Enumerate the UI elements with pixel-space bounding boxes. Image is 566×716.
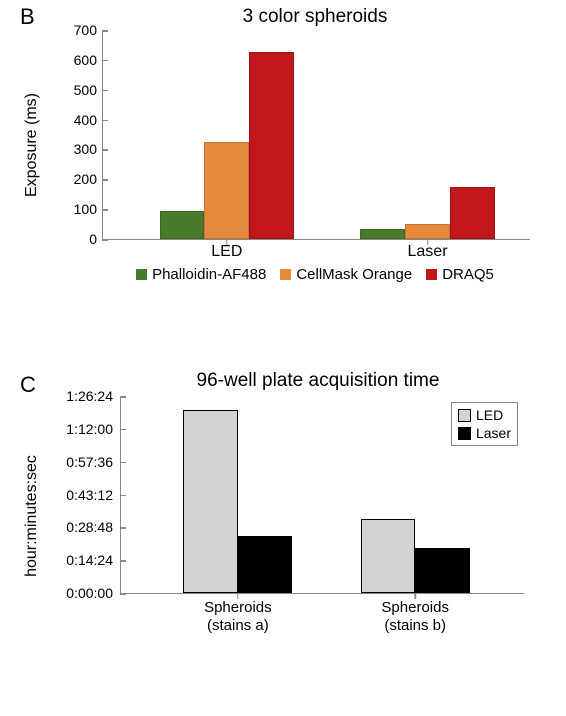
chart-c-legend-item: LED [458,406,511,424]
chart-b-ytick: 100 [61,201,97,217]
legend-label: Phalloidin-AF488 [152,266,266,283]
chart-c-bar [415,548,469,593]
chart-c-ylabel: hour:minutes:sec [23,455,41,577]
legend-swatch [458,409,471,422]
legend-swatch [426,269,437,280]
chart-c-ytick: 1:12:00 [49,421,113,437]
chart-c-plot: hour:minutes:sec LEDLaser 0:00:000:14:24… [48,396,538,636]
chart-b-bar [360,229,405,239]
chart-c-ytick: 0:14:24 [49,552,113,568]
chart-c-ytick: 1:26:24 [49,388,113,404]
chart-c-ytick: 0:57:36 [49,454,113,470]
chart-b-legend-item: DRAQ5 [426,266,494,283]
chart-b-ytick: 400 [61,112,97,128]
chart-b-category-label: Laser [408,243,448,261]
chart-b-bars [103,30,530,239]
legend-label: DRAQ5 [442,266,494,283]
chart-b-bar [450,187,495,239]
chart-c-ytick: 0:00:00 [49,585,113,601]
page: { "chart_b": { "panel_label": "B", "titl… [0,0,566,716]
chart-b-legend-item: Phalloidin-AF488 [136,266,266,283]
chart-c-axis: LEDLaser 0:00:000:14:240:28:480:43:120:5… [120,396,524,594]
chart-c-legend-item: Laser [458,424,511,442]
chart-c-bar [183,410,237,593]
chart-b-bar [249,52,294,239]
panel-c-label: C [20,372,36,398]
chart-b-ytick: 300 [61,141,97,157]
chart-b-title: 3 color spheroids [90,6,540,28]
chart-b-legend: Phalloidin-AF488 CellMask Orange DRAQ5 [90,266,540,283]
chart-b-ytick: 500 [61,82,97,98]
chart-b-legend-item: CellMask Orange [280,266,412,283]
chart-c-ytick: 0:28:48 [49,519,113,535]
chart-b-bar [160,211,205,239]
chart-c-title: 96-well plate acquisition time [98,370,538,392]
chart-b-category-label: LED [211,243,242,261]
legend-swatch [280,269,291,280]
legend-swatch [458,427,471,440]
chart-b-ytick: 200 [61,171,97,187]
chart-c-category-label: Spheroids (stains b) [381,599,449,635]
legend-label: Laser [476,425,511,441]
panel-b-label: B [20,4,35,30]
legend-label: CellMask Orange [296,266,412,283]
chart-c-category-label: Spheroids (stains a) [204,599,272,635]
chart-b-axis: 0100200300400500600700LEDLaser [102,30,530,240]
chart-c-legend: LED Laser [451,402,518,446]
chart-b-ylabel: Exposure (ms) [23,93,41,197]
legend-label: LED [476,407,503,423]
legend-swatch [136,269,147,280]
chart-c-bar [361,519,415,593]
chart-b-ytick: 600 [61,52,97,68]
chart-b-bar [405,224,450,239]
chart-b-bar [204,142,249,239]
chart-b-plot: Exposure (ms) 0100200300400500600700LEDL… [60,30,540,260]
chart-c-bar [238,536,292,593]
chart-b-ytick: 700 [61,22,97,38]
chart-b: 3 color spheroids Exposure (ms) 01002003… [60,6,540,283]
chart-b-ytick: 0 [61,231,97,247]
chart-c-ytick: 0:43:12 [49,487,113,503]
chart-c: 96-well plate acquisition time hour:minu… [48,370,538,636]
